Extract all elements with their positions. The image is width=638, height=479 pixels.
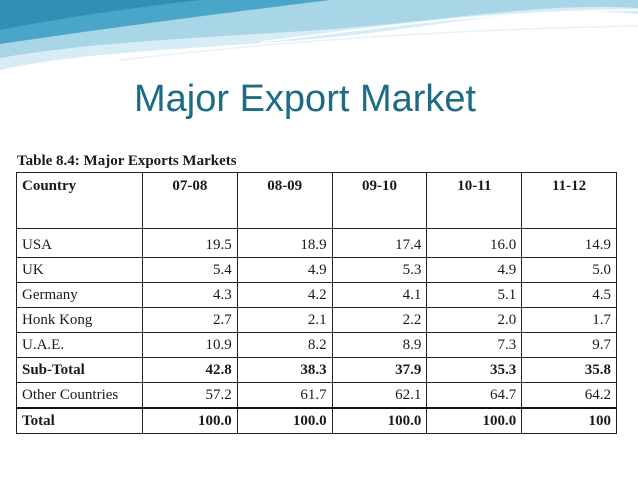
table-row: Other Countries 57.2 61.7 62.1 64.7 64.2 (16, 382, 617, 409)
row-country: Sub-Total (16, 357, 143, 383)
row-value: 16.0 (426, 228, 523, 258)
row-value: 35.3 (426, 357, 523, 383)
exports-table-container: Table 8.4: Major Exports Markets Country… (16, 152, 617, 434)
header-year: 11-12 (521, 172, 617, 229)
row-country: USA (16, 228, 143, 258)
row-country: Germany (16, 282, 143, 308)
row-value: 4.9 (236, 257, 333, 283)
table-caption: Table 8.4: Major Exports Markets (17, 153, 237, 169)
row-value: 38.3 (236, 357, 333, 383)
row-value: 17.4 (331, 228, 428, 258)
row-value: 57.2 (142, 382, 238, 409)
table-header-row: Country 07-08 08-09 09-10 10-11 11-12 (16, 172, 617, 229)
total-row: Total 100.0 100.0 100.0 100.0 100 (16, 407, 617, 434)
header-year: 10-11 (426, 172, 523, 229)
row-value: 61.7 (236, 382, 333, 409)
header-country: Country (16, 172, 143, 229)
row-value: 4.3 (142, 282, 238, 308)
table-row: Honk Kong 2.7 2.1 2.2 2.0 1.7 (16, 307, 617, 333)
row-value: 2.7 (142, 307, 238, 333)
row-value: 37.9 (331, 357, 428, 383)
row-value: 10.9 (142, 332, 238, 358)
major-exports-table: Country 07-08 08-09 09-10 10-11 11-12 US… (16, 172, 617, 434)
row-value: 4.9 (426, 257, 523, 283)
row-value: 100.0 (142, 407, 238, 434)
row-value: 14.9 (521, 228, 617, 258)
header-swoosh-decoration (0, 0, 638, 70)
subtotal-row: Sub-Total 42.8 38.3 37.9 35.3 35.8 (16, 357, 617, 383)
row-value: 19.5 (142, 228, 238, 258)
row-value: 62.1 (331, 382, 428, 409)
table-row: Germany 4.3 4.2 4.1 5.1 4.5 (16, 282, 617, 308)
table-row: USA 19.5 18.9 17.4 16.0 14.9 (16, 228, 617, 258)
row-value: 4.5 (521, 282, 617, 308)
row-value: 8.2 (236, 332, 333, 358)
row-value: 9.7 (521, 332, 617, 358)
table-row: UK 5.4 4.9 5.3 4.9 5.0 (16, 257, 617, 283)
row-value: 4.1 (331, 282, 428, 308)
row-value: 64.2 (521, 382, 617, 409)
table-row: U.A.E. 10.9 8.2 8.9 7.3 9.7 (16, 332, 617, 358)
row-value: 5.0 (521, 257, 617, 283)
row-country: Total (16, 407, 143, 434)
row-value: 64.7 (426, 382, 523, 409)
row-value: 42.8 (142, 357, 238, 383)
header-year: 09-10 (331, 172, 428, 229)
row-value: 100.0 (236, 407, 333, 434)
row-value: 18.9 (236, 228, 333, 258)
row-country: Other Countries (16, 382, 143, 409)
row-value: 2.2 (331, 307, 428, 333)
row-value: 100 (521, 407, 617, 434)
row-value: 2.1 (236, 307, 333, 333)
row-value: 8.9 (331, 332, 428, 358)
row-value: 100.0 (331, 407, 428, 434)
row-value: 100.0 (426, 407, 523, 434)
slide-title: Major Export Market (134, 78, 477, 120)
header-year: 08-09 (236, 172, 333, 229)
row-value: 5.3 (331, 257, 428, 283)
row-value: 2.0 (426, 307, 523, 333)
row-value: 5.1 (426, 282, 523, 308)
row-value: 1.7 (521, 307, 617, 333)
row-country: UK (16, 257, 143, 283)
row-value: 7.3 (426, 332, 523, 358)
row-country: U.A.E. (16, 332, 143, 358)
row-value: 5.4 (142, 257, 238, 283)
row-value: 35.8 (521, 357, 617, 383)
header-year: 07-08 (142, 172, 238, 229)
row-value: 4.2 (236, 282, 333, 308)
row-country: Honk Kong (16, 307, 143, 333)
